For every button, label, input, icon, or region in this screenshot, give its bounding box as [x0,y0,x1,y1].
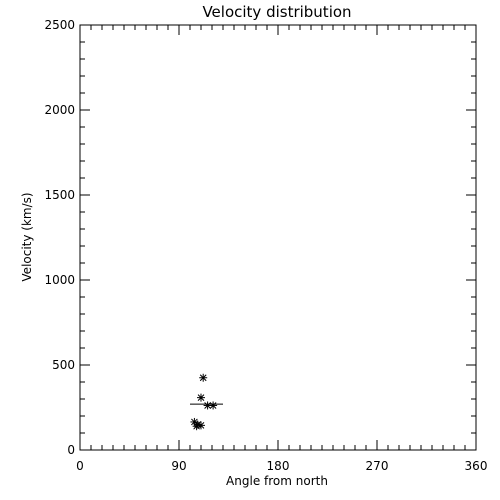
data-point [203,401,212,410]
data-point [209,401,218,410]
y-tick-label: 1500 [44,188,75,202]
y-tick-label: 2500 [44,18,75,32]
y-tick-label: 2000 [44,103,75,117]
axis-ticks [79,24,477,451]
data-point-stroke [209,402,217,409]
y-tick-label: 500 [52,358,75,372]
data-points [190,373,223,431]
data-point [197,393,205,402]
x-tick-label: 270 [366,459,389,473]
y-axis-title: Velocity (km/s) [20,192,34,281]
chart-title: Velocity distribution [202,3,351,21]
data-point-stroke [191,418,198,426]
y-tick-label: 1000 [44,273,75,287]
x-tick-label: 180 [267,459,290,473]
axis-tick-labels: 0 90 180 270 360 0 500 1000 1500 2000 2500 [44,18,487,473]
data-point-stroke [197,421,205,429]
x-axis-title: Angle from north [226,474,328,488]
data-point-stroke [199,374,207,382]
data-point-stroke [204,402,211,409]
x-tick-label: 0 [76,459,84,473]
x-tick-label: 360 [465,459,488,473]
data-point [199,373,208,382]
x-tick-label: 90 [171,459,186,473]
data-point [192,422,201,431]
plot-frame [79,24,477,451]
y-tick-label: 0 [67,443,75,457]
data-point-stroke [197,394,205,401]
data-point-stroke [193,422,200,430]
